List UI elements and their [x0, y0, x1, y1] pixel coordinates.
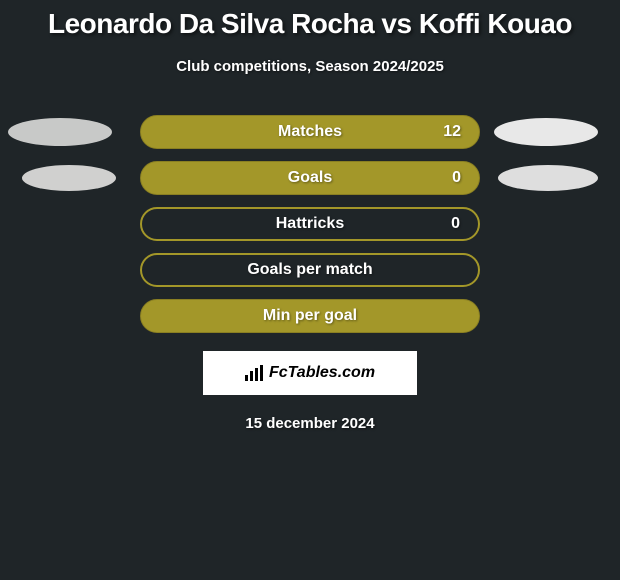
- stat-bar: Min per goal: [140, 299, 480, 333]
- stat-row-goals-per-match: Goals per match: [0, 253, 620, 287]
- stats-panel: Matches 12 Goals 0 Hattricks 0 Goals per…: [0, 115, 620, 333]
- footer-date: 15 december 2024: [0, 415, 620, 432]
- stat-label: Goals: [288, 169, 332, 187]
- stat-label: Goals per match: [247, 261, 372, 279]
- stat-bar: Goals 0: [140, 161, 480, 195]
- stat-bar: Hattricks 0: [140, 207, 480, 241]
- comparison-title: Leonardo Da Silva Rocha vs Koffi Kouao: [0, 0, 620, 40]
- player-right-marker: [498, 165, 598, 191]
- stat-row-matches: Matches 12: [0, 115, 620, 149]
- player-left-marker: [8, 118, 112, 146]
- stat-row-goals: Goals 0: [0, 161, 620, 195]
- stat-value: 0: [452, 169, 461, 187]
- stat-value: 12: [443, 123, 461, 141]
- stat-label: Min per goal: [263, 307, 357, 325]
- player-left-marker: [22, 165, 116, 191]
- branding-logo: FcTables.com: [203, 351, 417, 395]
- stat-row-min-per-goal: Min per goal: [0, 299, 620, 333]
- stat-value: 0: [451, 215, 460, 233]
- stat-label: Hattricks: [276, 215, 344, 233]
- player-right-marker: [494, 118, 598, 146]
- season-subtitle: Club competitions, Season 2024/2025: [0, 58, 620, 75]
- stat-label: Matches: [278, 123, 342, 141]
- stat-row-hattricks: Hattricks 0: [0, 207, 620, 241]
- stat-bar: Goals per match: [140, 253, 480, 287]
- stat-bar: Matches 12: [140, 115, 480, 149]
- logo-text: FcTables.com: [269, 364, 375, 382]
- chart-icon: [245, 365, 265, 381]
